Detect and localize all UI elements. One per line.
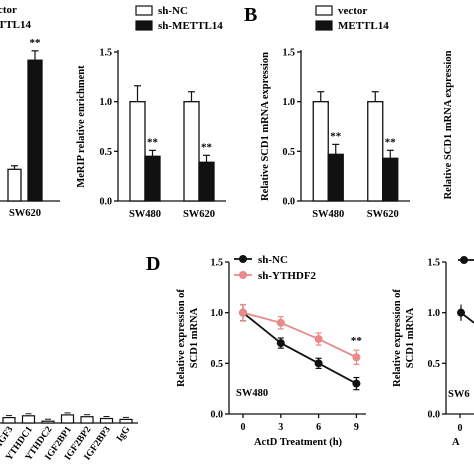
D-y-tick-label: 0.0: [211, 410, 224, 421]
A-merip-legend-swatch: [135, 5, 153, 16]
B-right-y-tick-label: 2.5: [471, 45, 474, 57]
B-scd1-category-label: SW620: [367, 209, 399, 220]
A-bottom-bar: [119, 418, 133, 424]
D-right-y-tick-label: 0.0: [428, 410, 441, 421]
B-right-y-tick-label: 1.0: [471, 135, 474, 147]
A-merip-significance-label: **: [201, 141, 213, 153]
B-scd1-bar-filled: [382, 157, 399, 202]
B-right-y-tick-label: 0.5: [471, 165, 474, 177]
A-merip-bar-filled: [144, 155, 161, 202]
D-x-tick-label: 0: [241, 422, 246, 433]
A-merip-bar-open: [129, 101, 146, 202]
D-y-tick-label: 0.5: [211, 359, 224, 370]
A-left-bar-filled: [27, 59, 43, 202]
A-bottom-bar: [60, 414, 75, 424]
B-right-y-axis-label: Relative SCD1 mRNA expression: [443, 50, 454, 199]
B-scd1-significance-label: **: [330, 130, 342, 142]
D-y-axis-label: SCD1 mRNA: [189, 307, 200, 368]
D-right-x-tick-label: 0: [458, 423, 463, 434]
D-data-point: [276, 339, 285, 348]
D-data-point: [314, 335, 323, 344]
A-left-legend-label: ctor: [0, 4, 17, 16]
A-merip-legend-label: sh-NC: [158, 5, 188, 17]
D-data-point: [352, 379, 361, 388]
A-bottom-bar: [41, 420, 55, 424]
D-x-tick-label: 6: [316, 422, 321, 433]
A-bottom-bar: [99, 417, 114, 424]
A-bottom-bar: [80, 416, 94, 424]
B-right-y-tick-label: 2.0: [471, 75, 474, 87]
B-scd1-significance-label: **: [385, 136, 397, 148]
A-merip-y-axis-label: MeRIP relative enrichment: [76, 65, 87, 188]
A-merip-category-label: SW620: [183, 209, 215, 220]
D-data-point: [276, 318, 285, 327]
D-right-y-tick-label: 1.0: [428, 308, 441, 319]
D-x-axis-label: ActD Treatment (h): [254, 437, 343, 448]
D-legend-label: sh-NC: [258, 254, 288, 266]
D-x-tick-label: 3: [278, 422, 283, 433]
B-scd1-legend-swatch: [315, 5, 333, 16]
B-scd1-legend-swatch: [315, 20, 333, 31]
A-bottom-bar: [2, 417, 16, 424]
A-merip-legend-label: sh-METTL14: [158, 20, 223, 32]
A-left-significance-label: **: [30, 37, 42, 49]
A-merip-bar-filled: [198, 161, 215, 202]
D-x-tick-label: 9: [354, 422, 359, 433]
B-scd1-y-tick-label: 0.0: [283, 197, 296, 208]
A-left-category-label: SW620: [9, 208, 41, 219]
B-scd1-y-tick-label: 1.5: [283, 48, 296, 59]
D-y-tick-label: 1.0: [211, 308, 224, 319]
D-series-line-sh-ythdf2: [242, 311, 357, 359]
A-merip-significance-label: **: [147, 136, 159, 148]
D-inset-label: SW480: [236, 388, 268, 399]
A-merip-category-label: SW480: [129, 209, 161, 220]
D-right-series-line: [460, 311, 474, 324]
D-right-x-axis-label: A: [452, 437, 460, 448]
B-scd1-bar-filled: [327, 153, 344, 202]
D-series-line-sh-nc: [242, 311, 357, 385]
D-right-legend-marker: [460, 256, 468, 264]
D-data-point: [314, 359, 323, 368]
D-significance-label: **: [351, 335, 363, 347]
panel-letter-b: B: [244, 4, 257, 26]
D-y-tick-label: 1.5: [211, 258, 224, 269]
B-scd1-bar-open: [312, 101, 329, 202]
B-right-y-tick-label: 0.0: [471, 195, 474, 207]
A-merip-y-tick-label: 1.5: [100, 48, 113, 59]
A-merip-y-tick-label: 0.0: [100, 197, 113, 208]
B-scd1-y-tick-label: 0.5: [283, 147, 296, 158]
B-scd1-legend-label: vector: [338, 5, 367, 17]
D-data-point: [239, 308, 247, 317]
A-merip-y-tick-label: 0.5: [100, 147, 113, 158]
D-y-axis-label: Relative expression of: [176, 289, 187, 387]
D-right-y-tick-label: 0.5: [428, 359, 441, 370]
A-bottom-category-label: IgG: [115, 424, 133, 443]
D-legend-marker: [239, 271, 247, 279]
B-scd1-bar-open: [367, 101, 384, 202]
D-right-inset-label: SW6: [448, 389, 470, 400]
B-scd1-y-tick-label: 1.0: [283, 97, 296, 108]
A-merip-bar-open: [183, 101, 200, 202]
D-right-y-axis-label: SCD1 mRNA: [405, 307, 416, 368]
B-scd1-legend-label: METTL14: [338, 20, 389, 32]
panel-letter-d: D: [146, 253, 160, 275]
D-data-point: [352, 353, 361, 362]
A-left-legend-label: TTL14: [0, 19, 32, 31]
D-right-y-tick-label: 1.5: [428, 258, 441, 269]
D-right-y-axis-label: Relative expression of: [392, 289, 403, 387]
A-bottom-bar: [21, 415, 36, 424]
B-scd1-category-label: SW480: [312, 209, 344, 220]
B-right-y-tick-label: 1.5: [471, 105, 474, 117]
D-legend-marker: [239, 255, 247, 263]
A-merip-y-tick-label: 1.0: [100, 97, 113, 108]
B-scd1-y-axis-label: Relative SCD1 mRNA expression: [260, 52, 271, 201]
A-merip-legend-swatch: [135, 20, 153, 31]
A-left-bar-open: [7, 168, 22, 202]
D-legend-label: sh-YTHDF2: [258, 270, 317, 282]
